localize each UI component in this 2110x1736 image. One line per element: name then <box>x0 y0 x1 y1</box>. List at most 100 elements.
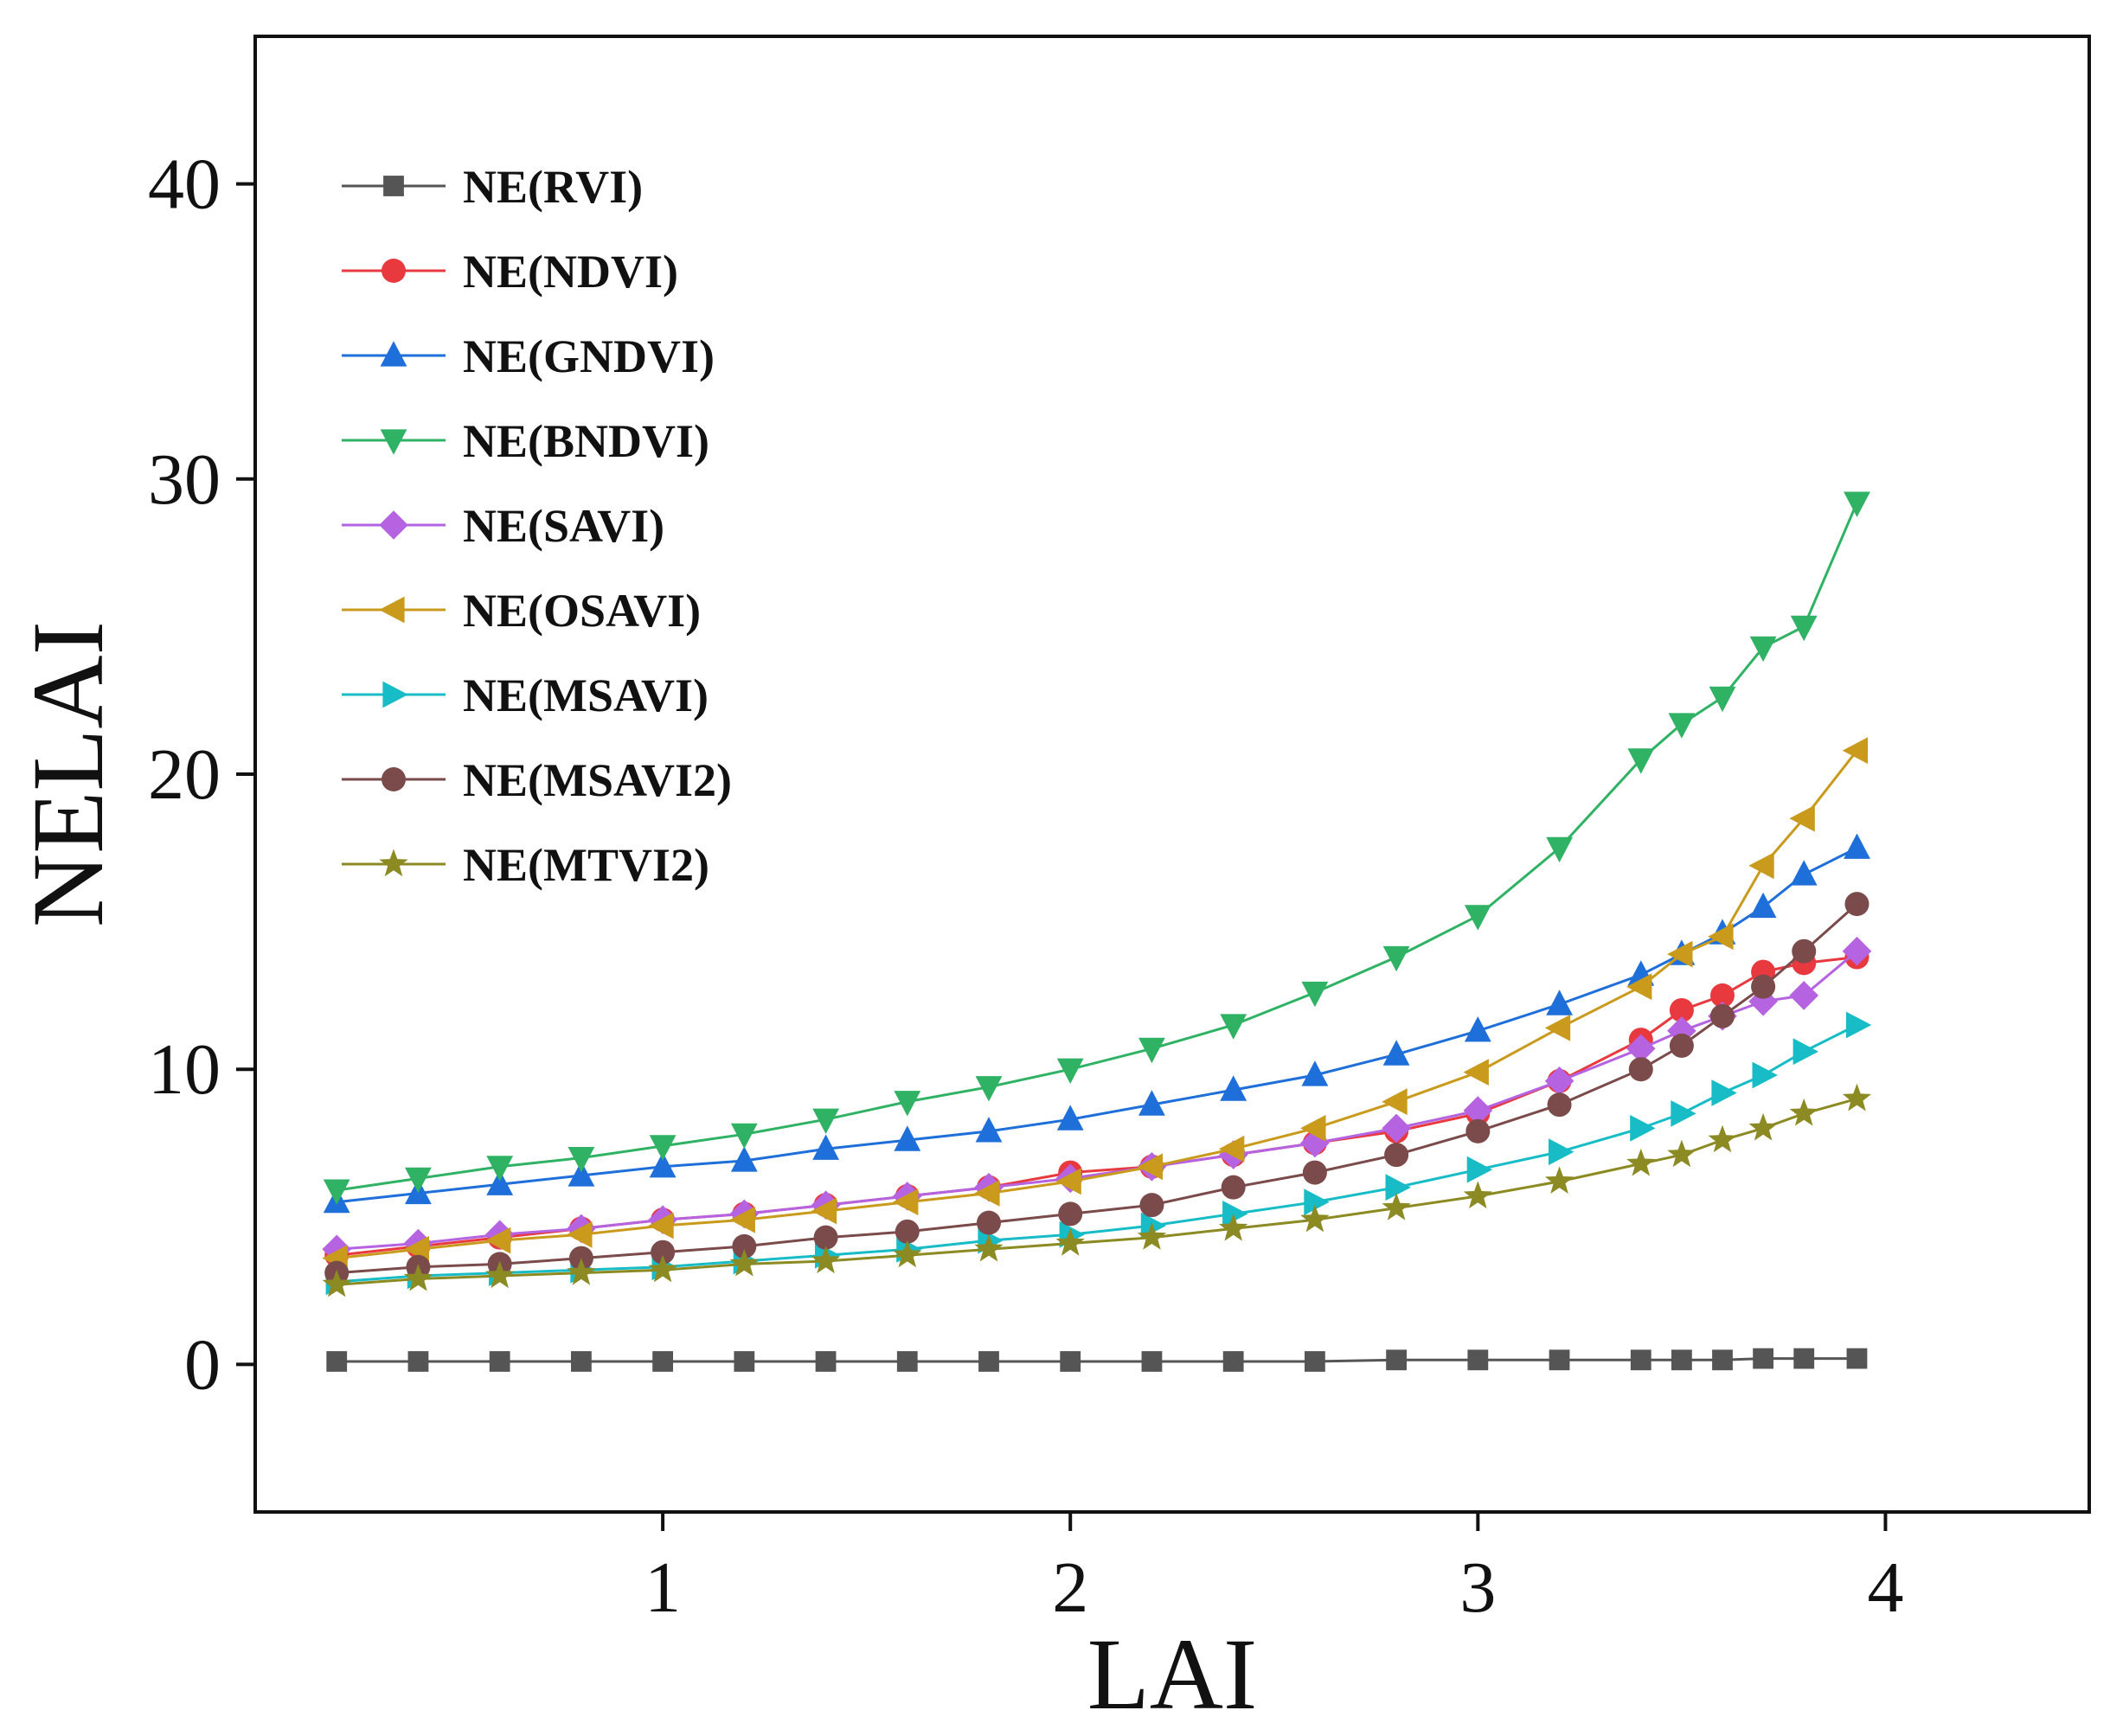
data-point <box>1668 713 1696 739</box>
data-point <box>652 1351 674 1372</box>
legend-label: NE(BNDVI) <box>463 415 709 467</box>
data-point <box>1790 615 1818 642</box>
data-point <box>1671 1349 1692 1371</box>
data-point <box>1790 860 1818 886</box>
legend-item: NE(BNDVI) <box>342 415 709 467</box>
data-point <box>1464 905 1491 931</box>
data-point <box>1748 1112 1778 1141</box>
series-3 <box>323 491 1870 1205</box>
data-point <box>1465 1118 1491 1143</box>
legend-label: NE(SAVI) <box>463 500 664 552</box>
legend-marker <box>382 681 408 708</box>
legend-marker <box>379 510 408 540</box>
data-point <box>1544 1015 1571 1041</box>
legend-marker <box>379 849 408 877</box>
data-point <box>1300 1204 1330 1233</box>
data-point <box>1544 1067 1574 1096</box>
data-point <box>1466 1156 1493 1183</box>
data-point <box>1626 973 1652 1001</box>
data-point <box>1301 981 1329 1008</box>
x-tick-label: 4 <box>1867 1547 1903 1628</box>
legend-marker <box>383 176 404 196</box>
data-point <box>1842 1083 1872 1111</box>
data-point <box>1055 1168 1081 1195</box>
data-point <box>1842 936 1872 966</box>
data-point <box>1752 1061 1778 1089</box>
data-point <box>489 1351 510 1372</box>
data-point <box>975 1076 1003 1102</box>
data-point <box>1792 938 1817 964</box>
legend-item: NE(MSAVI2) <box>342 754 732 806</box>
legend-item: NE(GNDVI) <box>342 330 715 382</box>
data-point <box>1218 1135 1245 1163</box>
data-point <box>568 1161 595 1187</box>
series-line <box>337 1097 1857 1286</box>
data-point <box>486 1169 514 1195</box>
data-point <box>1386 1349 1408 1371</box>
data-point <box>729 1206 755 1233</box>
data-point <box>1671 1100 1696 1127</box>
data-point <box>1138 1037 1165 1064</box>
data-point <box>1056 1105 1084 1131</box>
data-point <box>729 1248 759 1277</box>
data-point <box>894 1125 921 1151</box>
data-point <box>1749 892 1777 919</box>
data-point <box>485 1260 515 1289</box>
data-point <box>1463 1059 1489 1086</box>
data-point <box>648 1254 677 1283</box>
data-point <box>567 1220 593 1248</box>
data-point <box>1710 983 1735 1008</box>
data-point <box>1055 1228 1085 1256</box>
data-point <box>1464 1016 1491 1042</box>
data-point <box>1708 1124 1737 1153</box>
data-point <box>403 1264 433 1291</box>
data-point <box>1222 1201 1248 1227</box>
data-point <box>893 1188 919 1216</box>
data-point <box>1546 836 1573 863</box>
data-point <box>567 1258 596 1285</box>
data-point <box>974 1233 1004 1262</box>
data-point <box>322 1269 351 1297</box>
data-point <box>1141 1351 1163 1372</box>
y-tick-label: 10 <box>148 1029 221 1110</box>
data-point <box>1711 1079 1737 1106</box>
data-point <box>1846 1348 1868 1369</box>
legend-label: NE(MSAVI) <box>463 669 709 721</box>
data-point <box>648 1212 674 1240</box>
data-point <box>1844 833 1870 859</box>
series-line <box>337 846 1858 1204</box>
series-line <box>337 749 1858 1260</box>
data-point <box>1463 1181 1492 1209</box>
data-point <box>978 1351 999 1372</box>
data-point <box>1302 1160 1327 1185</box>
data-point <box>486 1156 514 1182</box>
data-point <box>1467 1349 1489 1371</box>
data-point <box>1669 1033 1694 1058</box>
data-point <box>1793 1348 1815 1369</box>
data-point <box>1844 491 1870 517</box>
legend: NE(RVI) NE(NDVI) NE(GNDVI) NE(BNDVI) NE(SAVI… <box>342 161 732 891</box>
data-point <box>812 1134 839 1160</box>
data-point <box>812 1108 839 1134</box>
data-point <box>1221 1175 1246 1200</box>
data-point <box>732 1233 757 1259</box>
data-point <box>1748 852 1774 880</box>
data-point <box>1382 1088 1408 1116</box>
series-line <box>336 502 1858 1192</box>
series-1 <box>324 945 1869 1268</box>
data-point <box>407 1351 429 1372</box>
legend-item: NE(OSAVI) <box>342 585 701 637</box>
data-point <box>1630 1115 1656 1142</box>
data-point <box>1751 974 1776 999</box>
data-point <box>1304 1351 1325 1372</box>
legend-label: NE(GNDVI) <box>463 330 715 382</box>
data-point <box>1844 892 1869 917</box>
data-point <box>1544 1166 1574 1194</box>
series-line <box>337 1023 1858 1284</box>
data-point <box>977 1210 1001 1235</box>
data-point <box>974 1180 1000 1207</box>
data-point <box>1382 1040 1410 1066</box>
data-point <box>1708 923 1734 951</box>
data-point <box>811 1246 841 1274</box>
